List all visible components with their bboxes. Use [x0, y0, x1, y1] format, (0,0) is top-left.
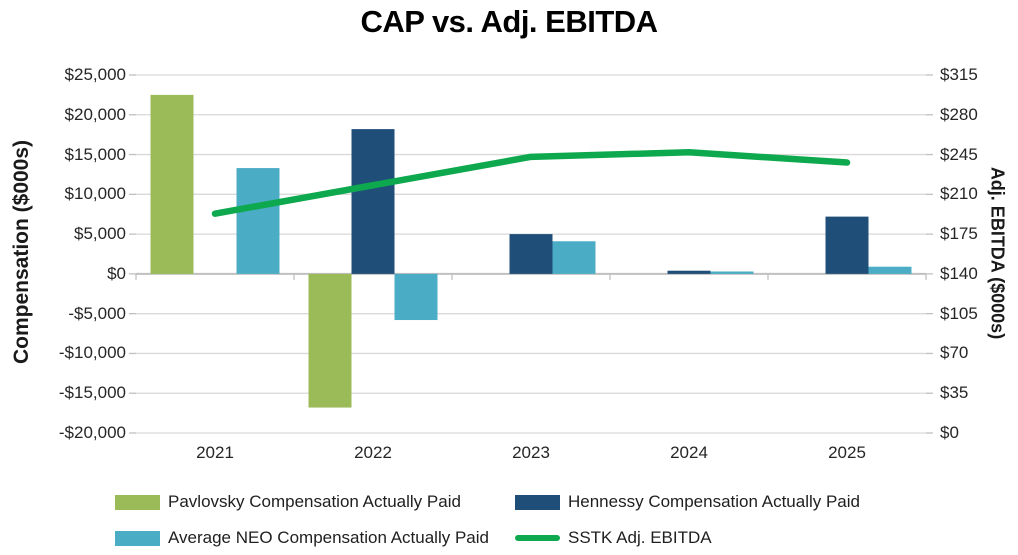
right-axis-tick-label: $245: [940, 144, 978, 164]
right-axis-tick-label: $210: [940, 184, 978, 204]
sstk-adj-ebitda-line: [211, 149, 851, 217]
legend-item-sstk-ebitda: SSTK Adj. EBITDA: [515, 527, 712, 549]
legend-label-hennessy: Hennessy Compensation Actually Paid: [568, 492, 860, 511]
legend-item-hennessy: Hennessy Compensation Actually Paid: [515, 491, 860, 513]
bar-avg-neo-2023: [552, 241, 596, 274]
left-axis-tick-label: $20,000: [64, 104, 126, 124]
left-axis-title: Compensation ($000s): [10, 139, 33, 365]
legend-item-avg-neo: Average NEO Compensation Actually Paid: [115, 527, 489, 549]
legend-swatch-pavlovsky: [115, 494, 160, 510]
right-axis-tick-label: $280: [940, 104, 978, 124]
left-axis-tick-label: $15,000: [64, 144, 126, 164]
bar-avg-neo-2024: [710, 271, 754, 274]
x-axis-label-2022: 2022: [354, 443, 392, 462]
right-axis-tick-label: $140: [940, 263, 978, 283]
legend-line-swatch-sstk-ebitda: [515, 535, 560, 541]
right-axis-title: Adj. EBITDA ($000s): [987, 166, 1008, 340]
right-axis-tick-label: $0: [940, 423, 959, 442]
left-axis-tick-label: $10,000: [64, 184, 126, 204]
x-axis-label-2025: 2025: [828, 443, 866, 462]
x-axis-label-2024: 2024: [670, 443, 708, 462]
bar-pavlovsky-2022: [308, 273, 352, 408]
legend-label-sstk-ebitda: SSTK Adj. EBITDA: [568, 528, 712, 547]
bar-avg-neo-2021: [236, 168, 280, 274]
bar-hennessy-2022: [351, 129, 395, 274]
bar-hennessy-2023: [509, 234, 553, 274]
legend-label-avg-neo: Average NEO Compensation Actually Paid: [168, 528, 489, 547]
bar-hennessy-2024: [667, 270, 711, 274]
left-axis-tick-label: $5,000: [74, 224, 126, 244]
right-axis-tick-label: $315: [940, 65, 978, 84]
left-axis-tick-label: $0: [107, 263, 126, 283]
right-axis-tick-label: $175: [940, 224, 978, 244]
bar-hennessy-2025: [825, 216, 869, 274]
legend-label-pavlovsky: Pavlovsky Compensation Actually Paid: [168, 492, 461, 511]
bar-avg-neo-2025: [868, 266, 912, 274]
legend-swatch-avg-neo: [115, 530, 160, 546]
x-axis-label-2021: 2021: [196, 443, 234, 462]
bar-avg-neo-2022: [394, 273, 438, 321]
chart-title: CAP vs. Adj. EBITDA: [360, 4, 658, 39]
right-axis-tick-label: $35: [940, 383, 969, 403]
left-axis-tick-label: -$5,000: [68, 303, 126, 323]
right-axis-tick-label: $105: [940, 303, 978, 323]
left-axis-tick-label: -$20,000: [58, 423, 126, 442]
legend-item-pavlovsky: Pavlovsky Compensation Actually Paid: [115, 491, 461, 513]
x-axis-label-2023: 2023: [512, 443, 550, 462]
left-axis-tick-label: -$10,000: [58, 343, 126, 363]
left-axis-tick-label: -$15,000: [58, 383, 126, 403]
left-axis-tick-label: $25,000: [64, 65, 126, 84]
right-axis-tick-label: $70: [940, 343, 969, 363]
bar-pavlovsky-2021: [150, 94, 194, 274]
legend-swatch-hennessy: [515, 494, 560, 510]
